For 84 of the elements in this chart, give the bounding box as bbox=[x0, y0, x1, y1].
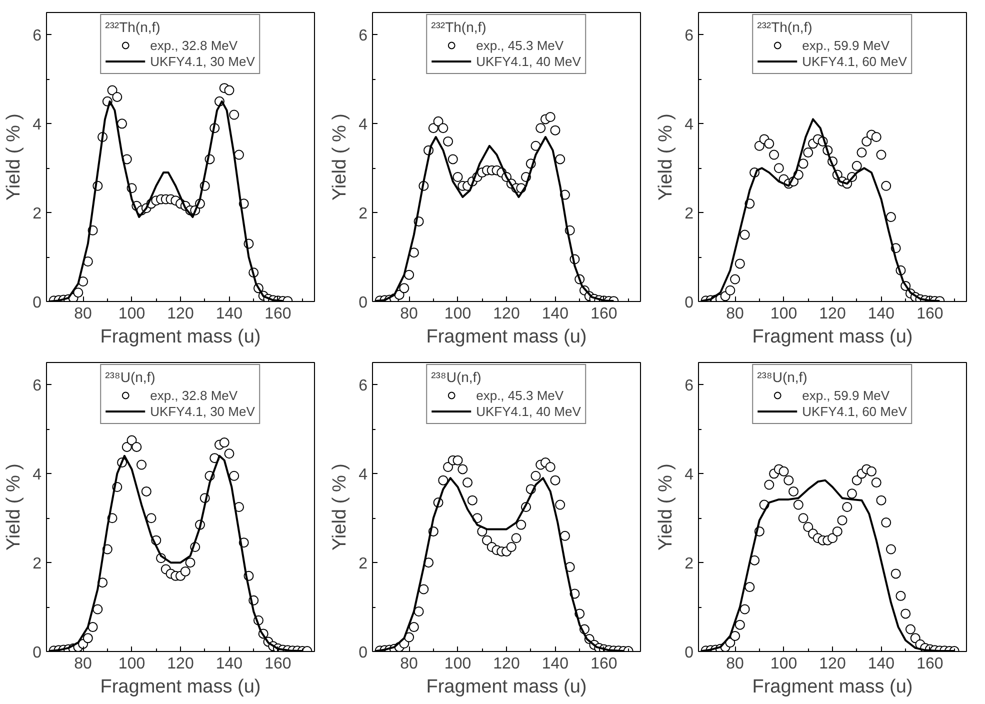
x-tick-label: 160 bbox=[264, 656, 292, 672]
x-tick-label: 160 bbox=[264, 306, 292, 322]
x-tick-label: 120 bbox=[819, 656, 846, 672]
y-axis-title: Yield ( % ) bbox=[330, 114, 351, 200]
x-axis-title: Fragment mass (u) bbox=[100, 326, 261, 348]
x-tick-label: 140 bbox=[542, 306, 569, 322]
x-tick-label: 160 bbox=[590, 656, 618, 672]
y-tick-label: 0 bbox=[358, 294, 368, 312]
x-tick-label: 140 bbox=[216, 306, 243, 322]
legend-title: ²³⁸U(n,f) bbox=[431, 369, 482, 385]
legend-label: exp., 32.8 MeV bbox=[150, 387, 238, 403]
legend-title: ²³²Th(n,f) bbox=[105, 19, 162, 35]
x-tick-label: 120 bbox=[167, 656, 194, 672]
x-axis-title: Fragment mass (u) bbox=[100, 676, 261, 698]
y-tick-label: 6 bbox=[32, 28, 42, 45]
y-tick-label: 6 bbox=[684, 28, 694, 45]
y-tick-label: 2 bbox=[684, 556, 694, 573]
y-tick-label: 2 bbox=[684, 206, 694, 223]
legend-title: ²³⁸U(n,f) bbox=[757, 369, 808, 385]
y-tick-label: 6 bbox=[358, 378, 368, 395]
x-tick-label: 140 bbox=[868, 306, 895, 322]
y-tick-label: 4 bbox=[358, 116, 368, 134]
x-tick-label: 160 bbox=[916, 306, 944, 322]
y-tick-label: 6 bbox=[358, 28, 368, 45]
y-tick-label: 0 bbox=[32, 644, 42, 662]
legend-label: UKFY4.1, 60 MeV bbox=[802, 403, 907, 419]
x-tick-label: 100 bbox=[118, 656, 146, 672]
y-tick-label: 4 bbox=[684, 466, 694, 484]
y-tick-label: 6 bbox=[684, 378, 694, 395]
x-tick-label: 140 bbox=[542, 656, 569, 672]
y-axis-title: Yield ( % ) bbox=[656, 464, 677, 550]
y-tick-label: 4 bbox=[32, 466, 42, 484]
legend-label: UKFY4.1, 30 MeV bbox=[150, 403, 255, 419]
x-tick-label: 100 bbox=[118, 306, 146, 322]
y-tick-label: 0 bbox=[32, 294, 42, 312]
legend-title: ²³²Th(n,f) bbox=[757, 19, 814, 35]
x-tick-label: 80 bbox=[400, 656, 418, 672]
legend-label: exp., 45.3 MeV bbox=[476, 387, 564, 403]
y-axis-title: Yield ( % ) bbox=[330, 464, 351, 550]
legend-label: UKFY4.1, 40 MeV bbox=[476, 403, 581, 419]
x-tick-label: 140 bbox=[868, 656, 895, 672]
x-tick-label: 120 bbox=[819, 306, 846, 322]
y-tick-label: 4 bbox=[32, 116, 42, 134]
x-axis-title: Fragment mass (u) bbox=[752, 676, 913, 698]
x-tick-label: 140 bbox=[216, 656, 243, 672]
x-tick-label: 80 bbox=[726, 306, 744, 322]
y-tick-label: 4 bbox=[358, 466, 368, 484]
x-tick-label: 100 bbox=[444, 656, 472, 672]
legend-title: ²³⁸U(n,f) bbox=[105, 369, 156, 385]
y-tick-label: 0 bbox=[684, 294, 694, 312]
x-tick-label: 160 bbox=[916, 656, 944, 672]
legend-label: exp., 59.9 MeV bbox=[802, 37, 890, 53]
x-tick-label: 80 bbox=[74, 306, 92, 322]
x-axis-title: Fragment mass (u) bbox=[752, 326, 913, 348]
x-tick-label: 160 bbox=[590, 306, 618, 322]
y-tick-label: 2 bbox=[32, 206, 42, 223]
y-axis-title: Yield ( % ) bbox=[4, 464, 25, 550]
x-axis-title: Fragment mass (u) bbox=[426, 676, 587, 698]
y-tick-label: 2 bbox=[358, 556, 368, 573]
y-tick-label: 2 bbox=[32, 556, 42, 573]
x-tick-label: 100 bbox=[770, 656, 798, 672]
x-axis-title: Fragment mass (u) bbox=[426, 326, 587, 348]
y-axis-title: Yield ( % ) bbox=[4, 114, 25, 200]
x-tick-label: 120 bbox=[493, 306, 520, 322]
legend-label: exp., 59.9 MeV bbox=[802, 387, 890, 403]
x-tick-label: 120 bbox=[167, 306, 194, 322]
y-tick-label: 4 bbox=[684, 116, 694, 134]
y-tick-label: 0 bbox=[358, 644, 368, 662]
y-axis-title: Yield ( % ) bbox=[656, 114, 677, 200]
y-tick-label: 2 bbox=[358, 206, 368, 223]
legend-label: UKFY4.1, 60 MeV bbox=[802, 53, 907, 69]
y-tick-label: 6 bbox=[32, 378, 42, 395]
x-tick-label: 100 bbox=[770, 306, 798, 322]
x-tick-label: 80 bbox=[400, 306, 418, 322]
x-tick-label: 100 bbox=[444, 306, 472, 322]
legend-label: UKFY4.1, 30 MeV bbox=[150, 53, 255, 69]
legend-label: exp., 32.8 MeV bbox=[150, 37, 238, 53]
x-tick-label: 120 bbox=[493, 656, 520, 672]
legend-title: ²³²Th(n,f) bbox=[431, 19, 488, 35]
legend-label: exp., 45.3 MeV bbox=[476, 37, 564, 53]
y-tick-label: 0 bbox=[684, 644, 694, 662]
x-tick-label: 80 bbox=[74, 656, 92, 672]
legend-label: UKFY4.1, 40 MeV bbox=[476, 53, 581, 69]
x-tick-label: 80 bbox=[726, 656, 744, 672]
